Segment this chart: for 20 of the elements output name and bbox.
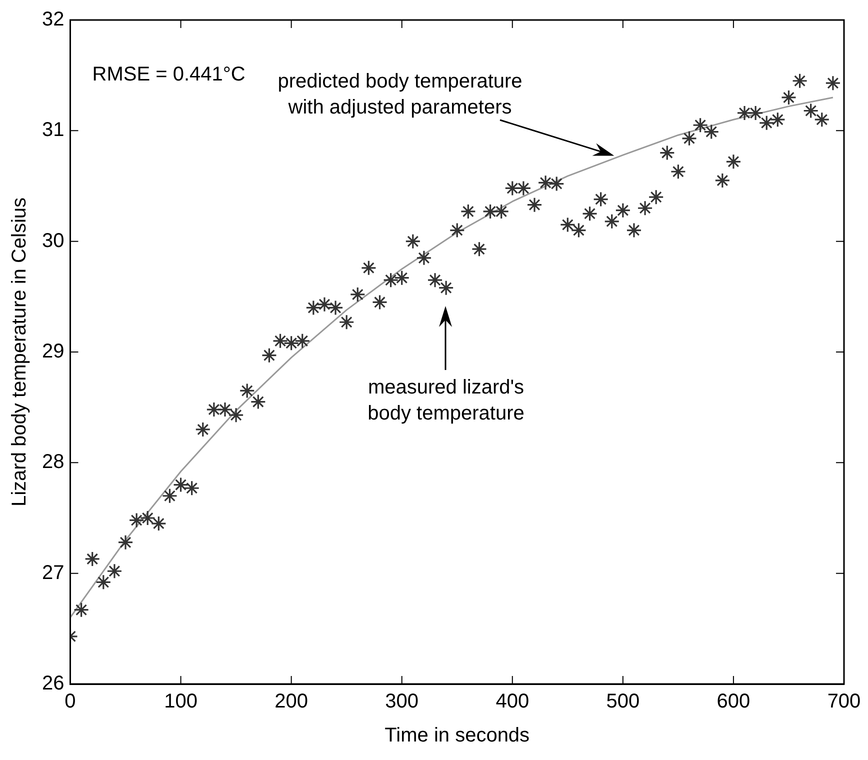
- x-tick-label: 300: [385, 690, 419, 713]
- y-axis-title: Lizard body temperature in Celsius: [8, 197, 31, 507]
- x-tick-label: 600: [716, 690, 750, 713]
- x-tick-label: 700: [827, 690, 861, 713]
- x-tick-label: 100: [164, 690, 198, 713]
- y-tick-label: 30: [42, 230, 64, 252]
- annotation: predicted body temperature with adjusted parameters: [278, 70, 522, 119]
- y-tick-label: 31: [42, 119, 64, 142]
- y-tick-label: 28: [42, 451, 64, 474]
- x-tick-label: 0: [64, 690, 76, 713]
- y-tick-label: 29: [42, 340, 64, 363]
- y-tick-label: 32: [42, 8, 64, 31]
- annotation: RMSE = 0.441°C: [92, 64, 246, 86]
- annotation: measured lizard's body temperature: [368, 376, 524, 425]
- x-tick-label: 400: [496, 690, 530, 713]
- x-axis-title: Time in seconds: [384, 724, 530, 747]
- y-tick-label: 27: [42, 562, 64, 584]
- x-tick-label: 200: [274, 690, 308, 713]
- x-tick-label: 500: [606, 690, 640, 713]
- y-tick-label: 26: [42, 672, 64, 695]
